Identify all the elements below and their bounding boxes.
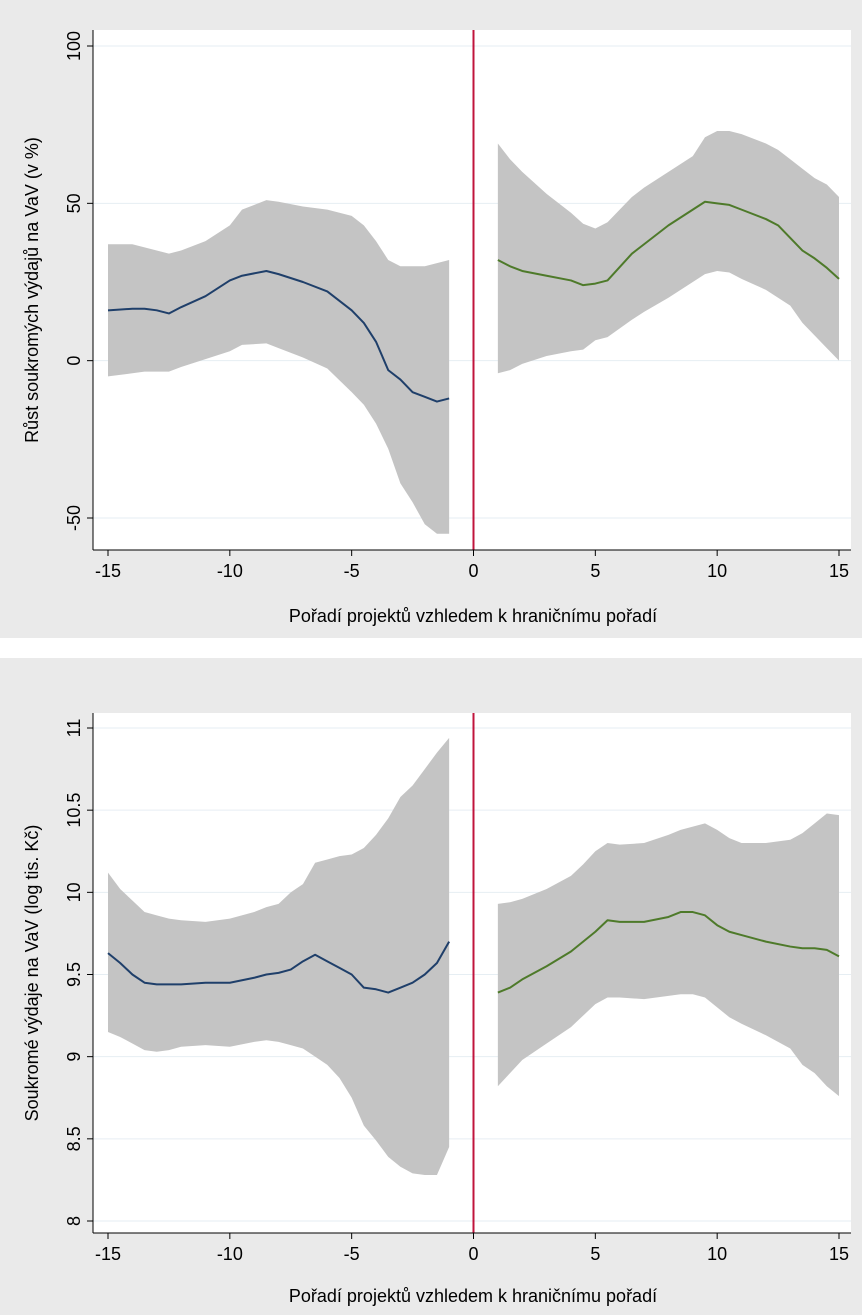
confidence-band-right: [497, 813, 839, 1097]
x-ticks: -15 -10 -5 0 5 10 15: [95, 1233, 849, 1264]
x-tick-label: 15: [829, 561, 849, 581]
x-tick-label: -15: [95, 1244, 121, 1264]
y-ticks: 8 8.5 9 9.5 10 10.5 11: [64, 719, 93, 1226]
x-ticks: -15 -10 -5 0 5 10 15: [95, 550, 849, 581]
y-tick-label: 100: [64, 31, 84, 61]
fit-line-left: [107, 941, 451, 994]
y-tick-label: 8.5: [64, 1126, 84, 1151]
x-axis-title: Pořadí projektů vzhledem k hraničnímu po…: [289, 1286, 657, 1306]
fit-line-left: [107, 269, 450, 403]
x-axis-title: Pořadí projektů vzhledem k hraničnímu po…: [289, 606, 657, 626]
confidence-band-right: [497, 130, 839, 374]
y-tick-label: 0: [64, 356, 84, 366]
x-tick-label: 5: [590, 561, 600, 581]
x-tick-label: 15: [829, 1244, 849, 1264]
x-tick-label: 10: [707, 1244, 727, 1264]
y-axis-title: Soukromé výdaje na VaV (log tis. Kč): [22, 825, 42, 1122]
fit-lines: [107, 911, 840, 994]
confidence-band-left: [108, 737, 450, 1175]
x-tick-label: -10: [217, 1244, 243, 1264]
confidence-band-left: [108, 200, 450, 534]
y-ticks: -50 0 50 100: [64, 31, 93, 531]
fit-line-right: [497, 200, 840, 287]
x-tick-label: 0: [468, 1244, 478, 1264]
y-tick-label: 8: [64, 1216, 84, 1226]
x-tick-label: -5: [344, 561, 360, 581]
y-axis-title: Růst soukromých výdajů na VaV (v %): [22, 137, 42, 443]
confidence-bands: [108, 737, 839, 1175]
y-tick-label: 9.5: [64, 962, 84, 987]
fit-line-right: [497, 911, 840, 994]
x-tick-label: -5: [344, 1244, 360, 1264]
confidence-bands: [108, 130, 839, 534]
y-tick-label: 11: [64, 719, 84, 738]
fit-lines: [107, 200, 840, 403]
x-tick-label: 5: [590, 1244, 600, 1264]
x-tick-label: -15: [95, 561, 121, 581]
chart-log-rd-spending: 8 8.5 9 9.5 10 10.5 11 -15 -10 -5 0 5 10 15 Soukromé…: [0, 658, 862, 1315]
grid-lines: [93, 727, 851, 1222]
y-tick-label: 50: [64, 193, 84, 213]
axes: [92, 30, 851, 551]
x-tick-label: 0: [468, 561, 478, 581]
x-tick-label: -10: [217, 561, 243, 581]
y-tick-label: 9: [64, 1052, 84, 1062]
axes: [92, 713, 851, 1234]
x-tick-label: 10: [707, 561, 727, 581]
y-tick-label: -50: [64, 505, 84, 531]
y-tick-label: 10: [64, 882, 84, 902]
y-tick-label: 10.5: [64, 793, 84, 828]
